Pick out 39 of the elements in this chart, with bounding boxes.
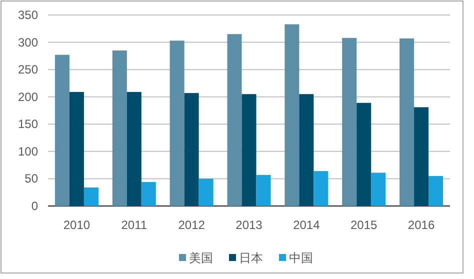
bar: [284, 24, 300, 206]
bar: [414, 107, 429, 206]
bar: [198, 178, 214, 206]
x-tick-label: 2013: [236, 218, 263, 232]
x-tick-label: 2012: [178, 218, 206, 232]
x-tick-label: 2011: [121, 218, 148, 232]
bar: [184, 93, 199, 206]
legend-label: 美国: [189, 251, 213, 265]
bar: [227, 34, 242, 206]
x-tick-label: 2014: [293, 218, 320, 232]
bar: [400, 38, 414, 206]
x-tick-label: 2010: [63, 218, 90, 232]
bar: [84, 187, 98, 206]
bar: [256, 174, 271, 206]
y-tick-label: 0: [31, 199, 38, 213]
y-tick-label: 50: [24, 172, 38, 186]
y-tick-label: 100: [18, 144, 38, 158]
bar: [371, 172, 386, 206]
bar: [314, 171, 328, 206]
y-tick-label: 250: [18, 62, 38, 77]
y-tick-label: 200: [18, 90, 38, 104]
bar: [54, 54, 70, 206]
bar: [299, 94, 314, 206]
legend-label: 中国: [289, 251, 313, 265]
bar: [141, 182, 156, 206]
x-tick-label: 2015: [350, 218, 378, 232]
bar: [126, 92, 142, 206]
bar: [242, 94, 256, 206]
bar: [69, 92, 84, 206]
legend-label: 日本: [239, 251, 263, 265]
y-tick-label: 150: [18, 117, 38, 132]
y-tick-label: 300: [18, 35, 38, 50]
y-tick-label: 350: [18, 8, 38, 22]
bar: [428, 176, 444, 206]
bar: [342, 38, 357, 206]
bar: [170, 40, 184, 206]
bar: [356, 102, 372, 206]
x-tick-label: 2016: [408, 218, 435, 232]
bar: [112, 50, 127, 206]
